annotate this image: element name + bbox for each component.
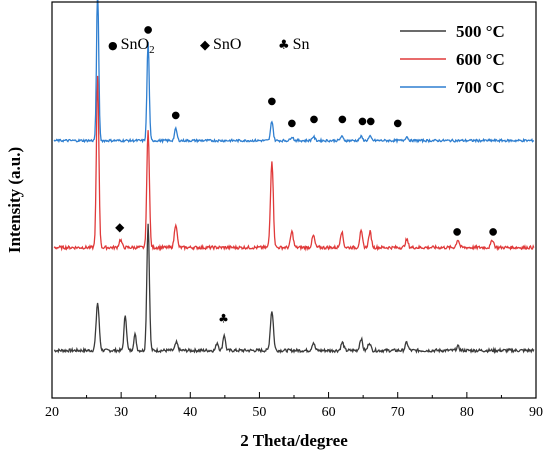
- peak-marker-7: ●: [358, 116, 367, 127]
- x-tick-label: 50: [252, 405, 266, 420]
- series-line-1: [53, 75, 535, 252]
- x-tick-label: 20: [45, 405, 59, 420]
- series-line-0: [53, 223, 535, 355]
- x-axis-ticks: 20 30 40 50 60 70 80 90: [45, 392, 543, 420]
- peak-marker-2: ●: [171, 110, 180, 121]
- x-tick-label: 30: [114, 405, 128, 420]
- x-tick-label: 60: [322, 405, 336, 420]
- peak-marker-6: ●: [338, 114, 347, 125]
- peak-marker-5: ●: [310, 114, 319, 125]
- peak-annotations: ●●●●●●●●●●◆●●♣: [115, 25, 498, 326]
- peak-marker-3: ●: [268, 96, 277, 107]
- x-axis-title: 2 Theta/degree: [240, 431, 348, 450]
- peak-marker-11: ●: [453, 227, 462, 238]
- peak-marker-4: ●: [288, 118, 297, 129]
- peak-marker-1: ●: [144, 25, 153, 36]
- peak-marker-8: ●: [366, 116, 375, 127]
- peak-marker-10: ◆: [115, 220, 125, 234]
- series-legend: 500 °C 600 °C 700 °C: [400, 22, 505, 97]
- peak-marker-12: ●: [489, 227, 498, 238]
- peak-marker-9: ●: [393, 118, 402, 129]
- x-tick-label: 90: [529, 405, 543, 420]
- peak-marker-13: ♣: [218, 311, 229, 325]
- phase-legend-item-1: ◆ SnO: [200, 36, 241, 53]
- legend-label-0: 500 °C: [456, 22, 505, 41]
- phase-legend-item-0: ● SnO2: [108, 36, 155, 56]
- x-tick-label: 70: [391, 405, 405, 420]
- legend-label-2: 700 °C: [456, 78, 505, 97]
- y-axis-title: Intensity (a.u.): [5, 147, 24, 253]
- x-tick-label: 40: [183, 405, 197, 420]
- phase-legend-item-2: ♣ Sn: [278, 36, 310, 53]
- legend-label-1: 600 °C: [456, 50, 505, 69]
- xrd-traces: [53, 0, 535, 355]
- phase-legend: ● SnO2 ◆ SnO ♣ Sn: [108, 36, 310, 56]
- x-tick-label: 80: [460, 405, 474, 420]
- series-line-2: [53, 0, 535, 144]
